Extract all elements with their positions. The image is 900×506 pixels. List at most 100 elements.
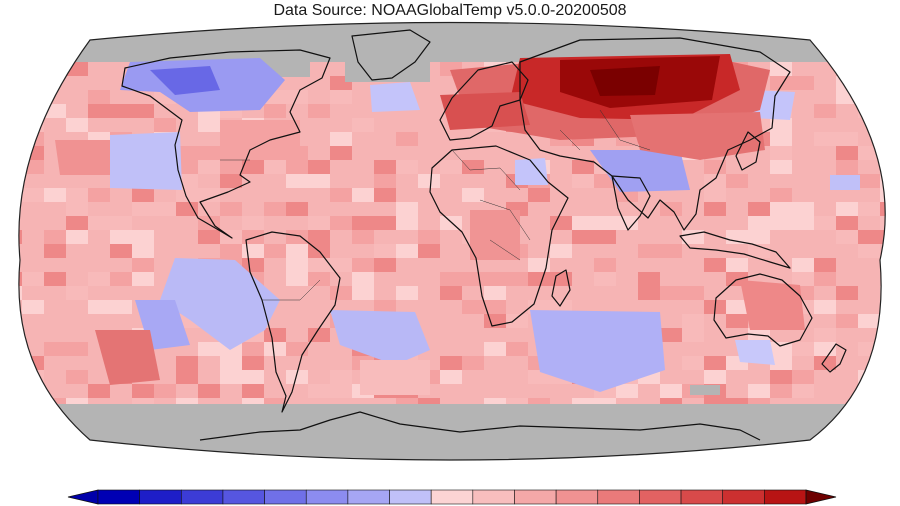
southern-ocean-gap: [690, 385, 720, 395]
grid-cell: [242, 244, 264, 258]
grid-cell: [308, 104, 330, 118]
grid-cell: [880, 160, 886, 174]
grid-cell: [814, 272, 836, 286]
grid-cell: [814, 132, 836, 146]
grid-cell: [484, 342, 506, 356]
grid-cell: [66, 230, 88, 244]
grid-cell: [352, 188, 374, 202]
grid-cell: [132, 272, 154, 286]
grid-cell: [462, 300, 484, 314]
grid-cell: [198, 118, 220, 132]
south-america-outline: [245, 231, 341, 413]
grid-cell: [770, 370, 792, 384]
grid-cell: [220, 356, 242, 370]
grid-cell: [726, 314, 748, 328]
grid-cell: [836, 286, 858, 300]
grid-cell: [616, 216, 638, 230]
grid-cell: [308, 272, 330, 286]
grid-cell: [836, 62, 858, 76]
grid-cell: [660, 384, 682, 398]
grid-cell: [880, 356, 886, 370]
grid-cell: [198, 188, 220, 202]
grid-cell: [110, 216, 132, 230]
grid-cell: [66, 118, 88, 132]
grid-cell: [22, 398, 44, 412]
central-pacific-cold: [830, 175, 860, 190]
grid-cell: [440, 160, 462, 174]
grid-cell: [880, 384, 886, 398]
grid-cell: [792, 258, 814, 272]
grid-cell: [704, 174, 726, 188]
grid-cell: [374, 174, 396, 188]
grid-cell: [440, 216, 462, 230]
grid-cell: [484, 286, 506, 300]
grid-cell: [858, 76, 880, 90]
grid-cell: [506, 342, 528, 356]
grid-cell: [132, 22, 154, 34]
grid-cell: [880, 272, 886, 286]
grid-cell: [22, 118, 44, 132]
grid-cell: [286, 174, 308, 188]
grid-cell: [22, 384, 44, 398]
grid-cell: [682, 314, 704, 328]
southeast-pacific-warm: [95, 330, 160, 385]
north-pacific-warm: [55, 140, 110, 175]
grid-cell: [132, 104, 154, 118]
grid-cell: [330, 188, 352, 202]
colorbar-bin: [472, 489, 515, 505]
grid-cell: [462, 356, 484, 370]
grid-cell: [330, 132, 352, 146]
grid-cell: [308, 258, 330, 272]
siberia-extreme-core: [590, 66, 660, 96]
grid-cell: [286, 342, 308, 356]
grid-cell: [704, 202, 726, 216]
grid-cell: [18, 272, 22, 286]
grid-cell: [308, 384, 330, 398]
grid-cell: [770, 118, 792, 132]
colorbar-bin: [264, 489, 307, 505]
grid-cell: [88, 300, 110, 314]
grid-cell: [880, 76, 886, 90]
grid-cell: [18, 314, 22, 328]
grid-cell: [22, 62, 44, 76]
grid-cell: [858, 370, 880, 384]
grid-cell: [44, 230, 66, 244]
grid-cell: [330, 370, 352, 384]
grid-cell: [418, 174, 440, 188]
grid-cell: [198, 230, 220, 244]
grid-cell: [858, 398, 880, 412]
grid-cell: [66, 34, 88, 48]
colorbar-high-extension: [805, 489, 837, 505]
grid-cell: [18, 160, 22, 174]
grid-cell: [528, 258, 550, 272]
grid-cell: [506, 272, 528, 286]
colorbar-bin: [430, 489, 474, 505]
grid-cell: [484, 272, 506, 286]
grid-cell: [132, 230, 154, 244]
grid-cell: [836, 132, 858, 146]
grid-cell: [264, 160, 286, 174]
grid-cell: [396, 286, 418, 300]
grid-cell: [704, 258, 726, 272]
grid-cell: [770, 188, 792, 202]
grid-cell: [88, 188, 110, 202]
grid-cell: [836, 216, 858, 230]
grid-cell: [374, 244, 396, 258]
grid-cell: [110, 244, 132, 258]
grid-cell: [22, 300, 44, 314]
grid-cell: [264, 244, 286, 258]
colorbar: [67, 489, 837, 505]
grid-cell: [594, 216, 616, 230]
grid-cell: [550, 216, 572, 230]
grid-cell: [836, 230, 858, 244]
grid-cell: [18, 188, 22, 202]
grid-cell: [836, 34, 858, 48]
grid-cell: [88, 104, 110, 118]
grid-cell: [506, 314, 528, 328]
grid-cell: [572, 174, 594, 188]
grid-cell: [572, 160, 594, 174]
north-pacific-cold: [110, 132, 182, 190]
grid-cell: [704, 356, 726, 370]
south-atlantic-warm: [360, 360, 430, 395]
